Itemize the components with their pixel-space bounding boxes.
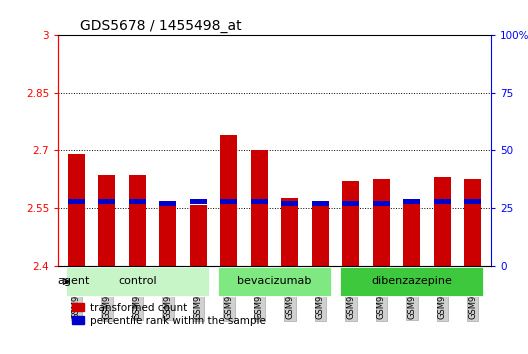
Bar [190, 199, 207, 204]
Bar [434, 177, 450, 266]
Text: control: control [118, 276, 157, 286]
Bar [99, 199, 115, 204]
Bar [403, 199, 420, 204]
Bar [434, 199, 450, 204]
Bar [281, 201, 298, 206]
Bar [190, 205, 207, 266]
Bar [129, 175, 146, 266]
Bar [464, 199, 481, 204]
Bar [68, 199, 85, 204]
Bar [281, 198, 298, 266]
Bar [340, 266, 484, 297]
Bar [159, 206, 176, 266]
Bar [373, 179, 390, 266]
Bar [251, 199, 268, 204]
Bar [129, 199, 146, 204]
Bar [342, 201, 359, 206]
Bar [251, 150, 268, 266]
Bar [218, 266, 332, 297]
Bar [65, 266, 210, 297]
Bar [403, 201, 420, 266]
Bar [99, 175, 115, 266]
Legend: transformed count, percentile rank within the sample: transformed count, percentile rank withi… [72, 303, 266, 326]
Text: dibenzazepine: dibenzazepine [371, 276, 452, 286]
Text: bevacizumab: bevacizumab [238, 276, 312, 286]
Bar [373, 201, 390, 206]
Text: GDS5678 / 1455498_at: GDS5678 / 1455498_at [80, 19, 241, 33]
Bar [221, 135, 237, 266]
Bar [312, 204, 329, 266]
Bar [464, 179, 481, 266]
Bar [312, 201, 329, 206]
Bar [68, 154, 85, 266]
Bar [159, 201, 176, 206]
Bar [342, 181, 359, 266]
Text: agent: agent [58, 276, 90, 286]
Bar [221, 199, 237, 204]
